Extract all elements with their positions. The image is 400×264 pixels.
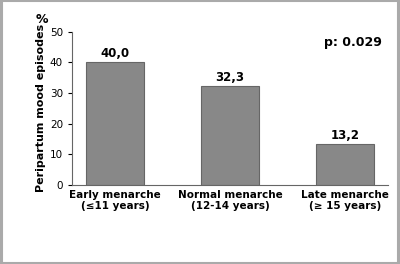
Text: 13,2: 13,2: [330, 129, 360, 142]
Bar: [201, 86, 259, 185]
Y-axis label: Peripartum mood episodes: Peripartum mood episodes: [36, 24, 46, 192]
Text: 40,0: 40,0: [100, 47, 130, 60]
Bar: [86, 62, 144, 185]
Text: p: 0.029: p: 0.029: [324, 36, 382, 49]
Text: %: %: [36, 13, 48, 26]
Text: 32,3: 32,3: [216, 71, 244, 84]
Bar: [316, 144, 374, 185]
